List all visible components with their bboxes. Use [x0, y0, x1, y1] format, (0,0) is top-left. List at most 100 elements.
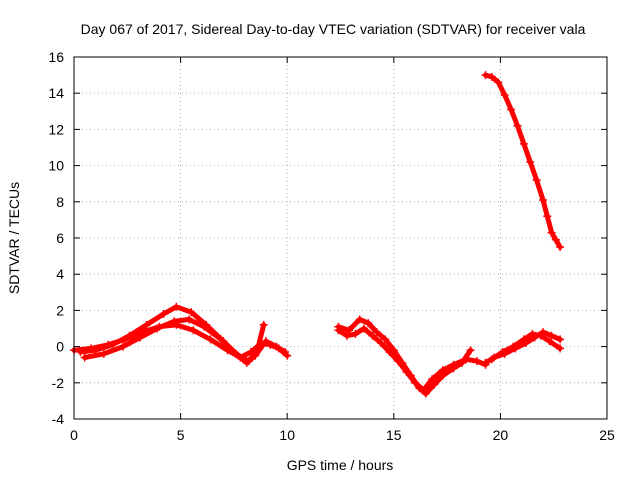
data-point: [170, 317, 179, 326]
data-point: [232, 349, 241, 358]
data-series: [70, 71, 565, 398]
data-point: [509, 342, 518, 351]
data-point: [494, 78, 503, 87]
x-axis-label: GPS time / hours: [287, 457, 394, 473]
data-point: [342, 331, 351, 340]
data-point: [206, 335, 215, 344]
data-point: [368, 331, 377, 340]
series-sat-e: [334, 324, 490, 395]
data-point: [351, 329, 360, 338]
data-point: [381, 335, 390, 344]
data-point: [487, 72, 496, 81]
data-point: [159, 310, 168, 319]
data-point: [449, 360, 458, 369]
data-point: [200, 322, 209, 331]
data-point: [80, 353, 89, 362]
x-tick-label: 25: [599, 427, 615, 443]
y-axis-ticks: -4 -2 0 2 4 6 8 10 12 14 16: [48, 49, 607, 427]
data-point: [259, 320, 268, 329]
y-tick-label: 10: [48, 158, 64, 174]
x-tick-label: 20: [493, 427, 509, 443]
data-point: [487, 355, 496, 364]
data-point: [355, 315, 364, 324]
data-point: [119, 342, 128, 351]
data-point: [136, 333, 145, 342]
data-point: [545, 337, 554, 346]
x-tick-label: 5: [177, 427, 185, 443]
data-point: [394, 357, 403, 366]
data-point: [364, 319, 373, 328]
y-tick-label: -2: [52, 375, 65, 391]
data-point: [519, 139, 528, 148]
y-tick-label: 12: [48, 121, 64, 137]
data-point: [76, 348, 85, 357]
data-point: [251, 351, 260, 360]
data-point: [359, 324, 368, 333]
y-tick-label: 4: [56, 266, 64, 282]
data-point: [536, 331, 545, 340]
data-point: [172, 302, 181, 311]
data-point: [481, 71, 490, 80]
data-point: [526, 157, 535, 166]
data-point: [438, 366, 447, 375]
series-sat-h: [481, 71, 565, 252]
data-point: [372, 328, 381, 337]
data-point: [556, 243, 565, 252]
data-point: [189, 326, 198, 335]
y-tick-label: 6: [56, 230, 64, 246]
data-point: [91, 346, 100, 355]
data-point: [528, 329, 537, 338]
x-tick-label: 15: [386, 427, 402, 443]
data-point: [402, 367, 411, 376]
data-point: [498, 348, 507, 357]
data-point: [217, 335, 226, 344]
data-point: [125, 331, 134, 340]
series-trace: [489, 331, 563, 362]
data-point: [377, 338, 386, 347]
series-sat-c: [80, 315, 290, 367]
data-point: [513, 121, 522, 130]
data-point: [272, 342, 281, 351]
data-point: [466, 346, 475, 355]
data-point: [507, 105, 516, 114]
data-point: [472, 357, 481, 366]
y-axis-label: SDTVAR / TECUs: [6, 182, 22, 294]
data-point: [281, 348, 290, 357]
data-point: [556, 344, 565, 353]
data-point: [334, 326, 343, 335]
data-point: [543, 212, 552, 221]
data-point: [187, 308, 196, 317]
y-tick-label: 8: [56, 194, 64, 210]
data-point: [261, 337, 270, 346]
x-tick-label: 0: [70, 427, 78, 443]
data-point: [556, 335, 565, 344]
x-axis-ticks: 0 5 10 15 20 25: [70, 57, 615, 443]
data-point: [153, 324, 162, 333]
y-tick-label: 16: [48, 49, 64, 65]
data-point: [539, 195, 548, 204]
y-tick-label: 0: [56, 339, 64, 355]
data-point: [108, 340, 117, 349]
y-tick-label: -4: [52, 411, 65, 427]
data-point: [242, 358, 251, 367]
data-point: [462, 355, 471, 364]
data-point: [419, 386, 428, 395]
x-tick-label: 10: [279, 427, 295, 443]
data-point: [185, 315, 194, 324]
data-point: [428, 375, 437, 384]
data-point: [500, 91, 509, 100]
data-point: [411, 378, 420, 387]
data-point: [142, 320, 151, 329]
data-point: [519, 335, 528, 344]
series-sat-g: [487, 329, 565, 364]
data-point: [532, 176, 541, 185]
data-point: [547, 228, 556, 237]
data-point: [99, 349, 108, 358]
data-point: [481, 358, 490, 367]
chart-title: Day 067 of 2017, Sidereal Day-to-day VTE…: [81, 21, 586, 37]
y-tick-label: 2: [56, 302, 64, 318]
data-point: [430, 380, 439, 389]
data-point: [547, 331, 556, 340]
